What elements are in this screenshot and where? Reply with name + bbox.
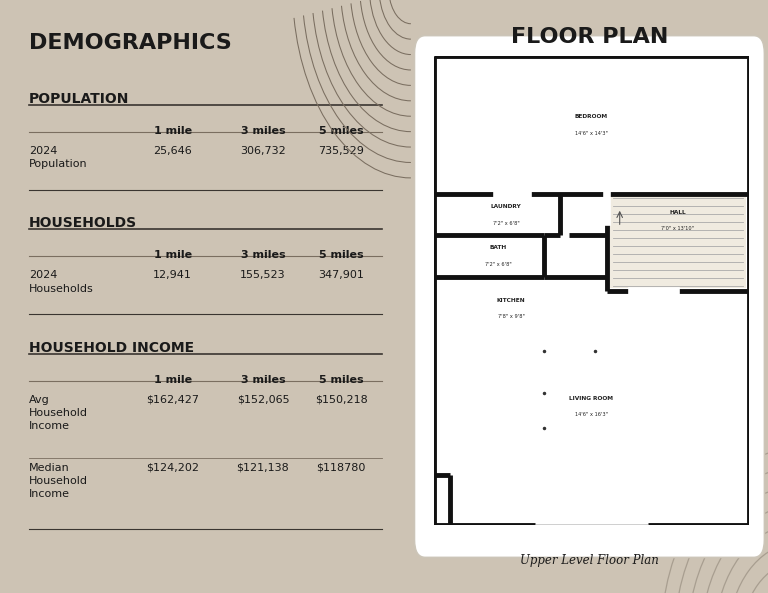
Text: $152,065: $152,065 <box>237 395 290 405</box>
Text: BATH: BATH <box>490 246 507 250</box>
Text: Upper Level Floor Plan: Upper Level Floor Plan <box>520 554 659 567</box>
Text: HALL: HALL <box>670 209 687 215</box>
Text: $162,427: $162,427 <box>146 395 199 405</box>
FancyBboxPatch shape <box>415 36 764 557</box>
Text: FLOOR PLAN: FLOOR PLAN <box>511 27 668 47</box>
Bar <box>611 197 746 288</box>
Text: 7'8" x 9'8": 7'8" x 9'8" <box>498 314 525 319</box>
Text: HOUSEHOLD INCOME: HOUSEHOLD INCOME <box>28 341 194 355</box>
Text: BEDROOM: BEDROOM <box>574 114 608 119</box>
Text: 306,732: 306,732 <box>240 146 286 156</box>
Text: 3 miles: 3 miles <box>240 126 285 136</box>
Text: LAUNDRY: LAUNDRY <box>491 204 521 209</box>
Text: 7'2" x 6'8": 7'2" x 6'8" <box>493 221 520 225</box>
Text: 3 miles: 3 miles <box>240 250 285 260</box>
Text: 14'6" x 14'3": 14'6" x 14'3" <box>575 131 607 136</box>
Text: 347,901: 347,901 <box>318 270 364 280</box>
Text: 7'2" x 6'8": 7'2" x 6'8" <box>485 262 511 267</box>
Text: $118780: $118780 <box>316 463 366 473</box>
Text: 3 miles: 3 miles <box>240 375 285 385</box>
Text: HOUSEHOLDS: HOUSEHOLDS <box>28 216 137 231</box>
Text: Median
Household
Income: Median Household Income <box>28 463 88 499</box>
Text: 155,523: 155,523 <box>240 270 286 280</box>
Text: 5 miles: 5 miles <box>319 375 363 385</box>
Text: $124,202: $124,202 <box>146 463 199 473</box>
Text: 1 mile: 1 mile <box>154 375 192 385</box>
Text: KITCHEN: KITCHEN <box>497 298 525 302</box>
Text: 1 mile: 1 mile <box>154 250 192 260</box>
Text: POPULATION: POPULATION <box>28 92 129 106</box>
Text: 2024
Population: 2024 Population <box>28 146 88 169</box>
Text: $150,218: $150,218 <box>315 395 367 405</box>
Text: DEMOGRAPHICS: DEMOGRAPHICS <box>28 33 231 53</box>
Text: 2024
Households: 2024 Households <box>28 270 94 294</box>
Text: LIVING ROOM: LIVING ROOM <box>569 396 614 400</box>
Text: 14'6" x 16'3": 14'6" x 16'3" <box>575 412 607 417</box>
Text: 5 miles: 5 miles <box>319 250 363 260</box>
Text: $121,138: $121,138 <box>237 463 290 473</box>
Text: 12,941: 12,941 <box>153 270 192 280</box>
Text: 735,529: 735,529 <box>318 146 364 156</box>
Text: 5 miles: 5 miles <box>319 126 363 136</box>
Text: 7'0" x 13'10": 7'0" x 13'10" <box>661 226 694 231</box>
Text: 1 mile: 1 mile <box>154 126 192 136</box>
Text: Avg
Household
Income: Avg Household Income <box>28 395 88 431</box>
Text: 25,646: 25,646 <box>153 146 192 156</box>
